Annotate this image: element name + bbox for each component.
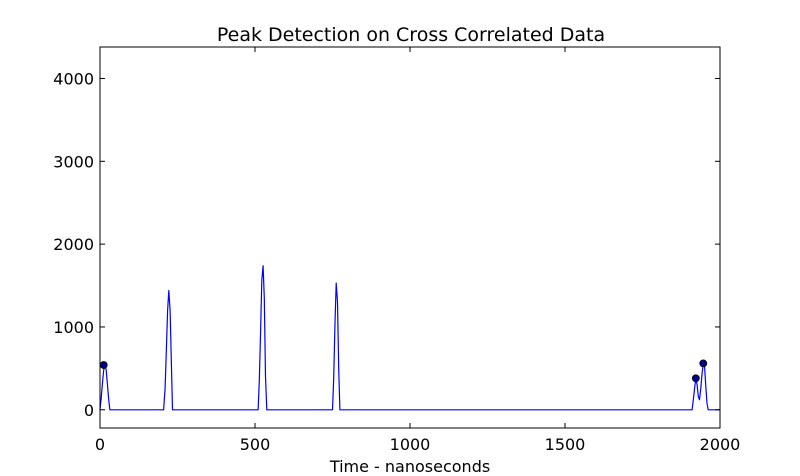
peak-marker xyxy=(99,361,108,369)
x-tick-label: 1500 xyxy=(545,435,586,454)
series-line-0 xyxy=(99,265,720,411)
peak-marker xyxy=(691,374,700,383)
x-axis-label: Time - nanoseconds xyxy=(329,457,490,476)
chart-title: Peak Detection on Cross Correlated Data xyxy=(217,24,605,46)
y-tick-label: 2000 xyxy=(53,235,94,254)
x-tick-label: 500 xyxy=(240,435,271,454)
plot-frame xyxy=(99,46,721,429)
y-tick-label: 1000 xyxy=(53,318,94,337)
x-tick-label: 1000 xyxy=(390,435,431,454)
y-tick-label: 4000 xyxy=(53,69,94,88)
x-tick-label: 2000 xyxy=(700,435,741,454)
peak-marker xyxy=(699,359,708,368)
x-tick-label: 0 xyxy=(95,435,105,454)
axis-ticks: 0 500 1000 1500 2000 0 1000 2000 3000 4000 xyxy=(53,47,740,454)
plot-area xyxy=(99,265,720,411)
y-tick-label: 3000 xyxy=(53,152,94,171)
y-tick-label: 0 xyxy=(84,401,94,420)
